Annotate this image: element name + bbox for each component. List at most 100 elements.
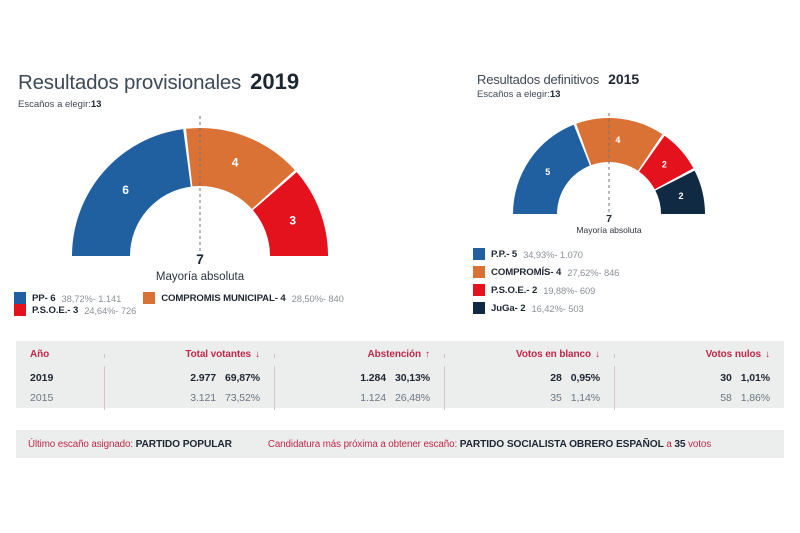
gauge-segment <box>639 135 694 190</box>
seats-to-elect-label: Escaños a elegir: <box>477 89 550 100</box>
legend-party-stats: 28,50%- 840 <box>291 292 344 304</box>
legend-2019: PP- 6 38,72%- 1.141 COMPROMIS MUNICIPAL- 4… <box>0 292 448 316</box>
closest-suffix-votos: votos <box>688 438 712 450</box>
legend-party-stats: 19,88%- 609 <box>543 284 596 296</box>
sort-arrow-up-icon: ↑ <box>425 349 430 360</box>
gauge-segment-label: 4 <box>615 135 620 145</box>
gauge-segment-label: 2 <box>678 191 683 201</box>
legend-party-name: P.S.O.E.- 3 <box>32 304 79 316</box>
legend-color-swatch <box>14 292 26 304</box>
table-cell-year: 2019 <box>16 372 104 384</box>
legend-party-stats: 27,62%- 846 <box>567 266 620 278</box>
seats-to-elect: Escaños a elegir:13 <box>455 89 800 100</box>
legend-color-swatch <box>14 304 26 316</box>
table-cell-percent: 26,48% <box>394 392 430 404</box>
gauge-2019: 6 4 3 7 Mayoría absoluta <box>18 116 448 288</box>
closest-votes: 35 <box>674 438 686 450</box>
table-cell-value: 1.284 <box>360 372 386 384</box>
legend-party-stats: 16,42%- 503 <box>531 302 584 314</box>
table-cell-value: 1.124 <box>360 392 386 404</box>
legend-party-stats: 38,72%- 1.141 <box>61 292 122 304</box>
legend-party-name: P.S.O.E.- 2 <box>491 284 538 296</box>
panel-year: 2019 <box>250 69 300 94</box>
legend-item[interactable]: P.S.O.E.- 2 19,88%- 609 <box>473 284 608 296</box>
gauge-2015: 5 4 2 2 7 Mayoría absoluta <box>477 110 800 242</box>
gauge-2015-segments: 5 4 2 2 <box>513 118 705 214</box>
sort-arrow-down-icon: ↓ <box>255 349 260 360</box>
table-cell-value: 2019 <box>30 372 54 384</box>
legend-item[interactable]: COMPROMÍS- 4 27,62%- 846 <box>473 266 619 278</box>
legend-color-swatch <box>473 266 485 278</box>
legend-2015: P.P.- 5 34,93%- 1.070 COMPROMÍS- 4 27,62%- … <box>455 248 755 314</box>
table-header-abstencion[interactable]: Abstención ↑ <box>274 349 444 360</box>
legend-item[interactable]: PP- 6 38,72%- 1.141 <box>14 292 121 304</box>
table-cell-percent: 73,52% <box>224 392 260 404</box>
table-cell-votos-en-blanco: 28 0,95% <box>444 366 614 390</box>
table-cell-value: 30 <box>720 372 732 384</box>
table-cell-value: 28 <box>550 372 562 384</box>
gauge-2015-svg: 5 4 2 2 7 Mayoría absoluta <box>513 113 705 235</box>
seats-to-elect: Escaños a elegir:13 <box>0 99 448 110</box>
gauge-segment-label: 5 <box>545 167 550 177</box>
participation-table: Año Total votantes ↓ Abstención ↑ Votos … <box>16 341 784 410</box>
closest-suffix-a: a <box>666 438 672 450</box>
table-cell-percent: 1,01% <box>740 372 770 384</box>
last-seat-label: Último escaño asignado: <box>28 438 133 450</box>
seats-to-elect-value: 13 <box>549 89 561 100</box>
table-cell-value: 58 <box>720 392 732 404</box>
legend-party-stats: 34,93%- 1.070 <box>523 248 583 260</box>
panel-title: Resultados definitivos <box>477 72 600 87</box>
gauge-segment-label: 3 <box>289 214 296 228</box>
legend-color-swatch <box>473 302 485 314</box>
table-header-label: Año <box>30 349 50 360</box>
panel-title-row: Resultados definitivos 2015 <box>455 0 800 87</box>
legend-party-name: JuGa- 2 <box>491 302 526 314</box>
legend-item[interactable]: COMPROMIS MUNICIPAL- 4 28,50%- 840 <box>143 292 344 304</box>
table-header-ano[interactable]: Año <box>16 349 104 360</box>
gauge-segment <box>655 170 705 214</box>
legend-party-stats: 24,64%- 726 <box>84 304 137 316</box>
table-header-label: Abstención <box>367 349 422 360</box>
table-header-votos-en-blanco[interactable]: Votos en blanco ↓ <box>444 349 614 360</box>
gauge-2019-svg: 6 4 3 7 Mayoría absoluta <box>72 116 328 283</box>
gauge-segment <box>513 124 590 214</box>
majority-number: 7 <box>196 251 204 267</box>
panel-title: Resultados provisionales <box>18 71 242 94</box>
table-cell-percent: 1,86% <box>740 392 770 404</box>
table-cell-percent: 0,95% <box>570 372 600 384</box>
table-header-row: Año Total votantes ↓ Abstención ↑ Votos … <box>16 341 784 368</box>
table-cell-votos-nulos: 30 1,01% <box>614 366 784 390</box>
panel-definitive-2015: Resultados definitivos 2015 Escaños a el… <box>455 0 800 332</box>
panel-provisional-2019: Resultados provisionales 2019 Escaños a … <box>0 0 448 332</box>
table-cell-votos-en-blanco: 35 1,14% <box>444 386 614 410</box>
legend-item[interactable]: P.S.O.E.- 3 24,64%- 726 <box>14 304 136 316</box>
legend-item[interactable]: P.P.- 5 34,93%- 1.070 <box>473 248 608 260</box>
table-cell-abstencion: 1.284 30,13% <box>274 366 444 390</box>
majority-label: Mayoría absoluta <box>576 225 641 235</box>
table-header-label: Votos en blanco <box>516 349 591 360</box>
table-row: 2015 3.121 73,52% 1.124 26,48% 35 1,14% … <box>16 386 784 410</box>
table-cell-percent: 69,87% <box>224 372 260 384</box>
legend-item[interactable]: JuGa- 2 16,42%- 503 <box>473 302 608 314</box>
gauge-segment-label: 2 <box>662 159 667 169</box>
table-cell-year: 2015 <box>16 392 104 404</box>
legend-color-swatch <box>473 284 485 296</box>
gauge-segment-label: 6 <box>122 183 129 197</box>
legend-party-name: P.P.- 5 <box>491 248 518 260</box>
legend-party-name: COMPROMIS MUNICIPAL- 4 <box>161 292 286 304</box>
panel-title-row: Resultados provisionales 2019 <box>0 0 448 95</box>
results-panels: Resultados provisionales 2019 Escaños a … <box>0 0 800 332</box>
table-cell-value: 2015 <box>30 392 54 404</box>
legend-color-swatch <box>473 248 485 260</box>
table-cell-total-votantes: 2.977 69,87% <box>104 366 274 390</box>
table-cell-value: 3.121 <box>190 392 216 404</box>
table-header-votos-nulos[interactable]: Votos nulos ↓ <box>614 349 784 360</box>
legend-color-swatch <box>143 292 156 304</box>
seats-to-elect-label: Escaños a elegir: <box>18 99 91 110</box>
table-header-label: Votos nulos <box>705 349 761 360</box>
sort-arrow-down-icon: ↓ <box>595 349 600 360</box>
closest-candidacy: Candidatura más próxima a obtener escaño… <box>268 439 711 450</box>
table-header-total-votantes[interactable]: Total votantes ↓ <box>104 349 274 360</box>
table-cell-total-votantes: 3.121 73,52% <box>104 386 274 410</box>
gauge-segment <box>252 172 328 256</box>
